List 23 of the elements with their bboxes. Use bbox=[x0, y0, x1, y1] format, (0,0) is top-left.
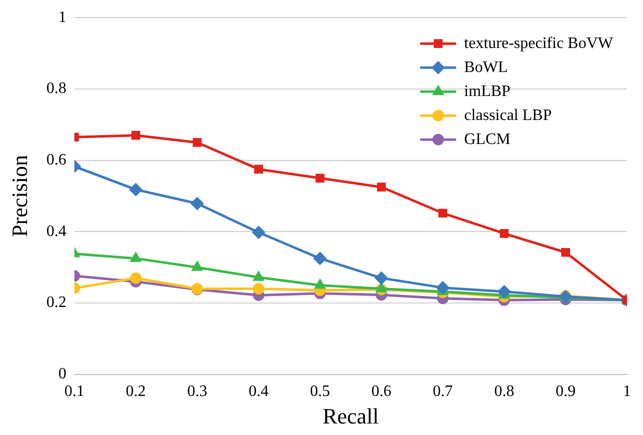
x-tick-label: 0.2 bbox=[126, 383, 146, 400]
x-tick-label: 0.5 bbox=[310, 383, 330, 400]
y-tick-label: 0.4 bbox=[46, 222, 66, 240]
legend-label: texture-specific BoVW bbox=[464, 34, 614, 52]
legend-label: BoWL bbox=[464, 58, 508, 76]
x-tick-label: 0.8 bbox=[494, 383, 514, 400]
x-axis-title: Recall bbox=[322, 404, 379, 429]
legend-label: imLBP bbox=[464, 82, 511, 100]
x-tick-label: 0.7 bbox=[432, 383, 453, 400]
x-tick-label: 0.6 bbox=[371, 383, 392, 400]
y-tick-label: 0.6 bbox=[46, 152, 66, 169]
x-tick-label: 0.4 bbox=[248, 383, 269, 400]
y-axis-title: Precision bbox=[6, 155, 32, 237]
y-tick-label: 1 bbox=[58, 8, 66, 26]
legend-label: classical LBP bbox=[464, 106, 552, 124]
y-tick-label: 0 bbox=[58, 366, 66, 383]
y-tick-label: 0.2 bbox=[46, 294, 66, 312]
x-tick-label: 0.3 bbox=[187, 383, 208, 400]
x-tick-label: 0.1 bbox=[64, 383, 84, 400]
x-tick-label: 0.9 bbox=[556, 383, 576, 400]
y-tick-label: 0.8 bbox=[46, 80, 66, 98]
legend-label: GLCM bbox=[464, 130, 510, 148]
x-tick-label: 1 bbox=[623, 383, 631, 400]
